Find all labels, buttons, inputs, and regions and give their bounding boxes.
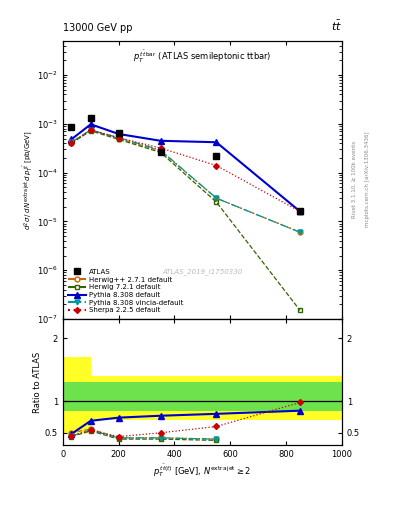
Text: Rivet 3.1.10, ≥ 100k events: Rivet 3.1.10, ≥ 100k events bbox=[352, 141, 357, 218]
Legend: ATLAS, Herwig++ 2.7.1 default, Herwig 7.2.1 default, Pythia 8.308 default, Pythi: ATLAS, Herwig++ 2.7.1 default, Herwig 7.… bbox=[66, 267, 185, 315]
Text: $p_T^{\,t\bar{t}\,\mathrm{bar}}$ (ATLAS semileptonic ttbar): $p_T^{\,t\bar{t}\,\mathrm{bar}}$ (ATLAS … bbox=[133, 49, 272, 66]
Text: 13000 GeV pp: 13000 GeV pp bbox=[63, 23, 132, 33]
X-axis label: $p_T^{\,t\bar{t}(t)}$ [GeV], $N^{\mathrm{extra\,jet}} \geq 2$: $p_T^{\,t\bar{t}(t)}$ [GeV], $N^{\mathrm… bbox=[153, 462, 252, 479]
Y-axis label: $d^2\sigma\,/\,d\,N^{\mathrm{extra\,jet}}\,d\,p_T^{\,t\bar{t}}$ [pb/GeV]: $d^2\sigma\,/\,d\,N^{\mathrm{extra\,jet}… bbox=[22, 130, 35, 230]
Text: mcplots.cern.ch [arXiv:1306.3436]: mcplots.cern.ch [arXiv:1306.3436] bbox=[365, 132, 371, 227]
Text: ATLAS_2019_I1750330: ATLAS_2019_I1750330 bbox=[162, 268, 242, 275]
Y-axis label: Ratio to ATLAS: Ratio to ATLAS bbox=[33, 352, 42, 413]
Text: $t\bar{t}$: $t\bar{t}$ bbox=[331, 19, 342, 33]
